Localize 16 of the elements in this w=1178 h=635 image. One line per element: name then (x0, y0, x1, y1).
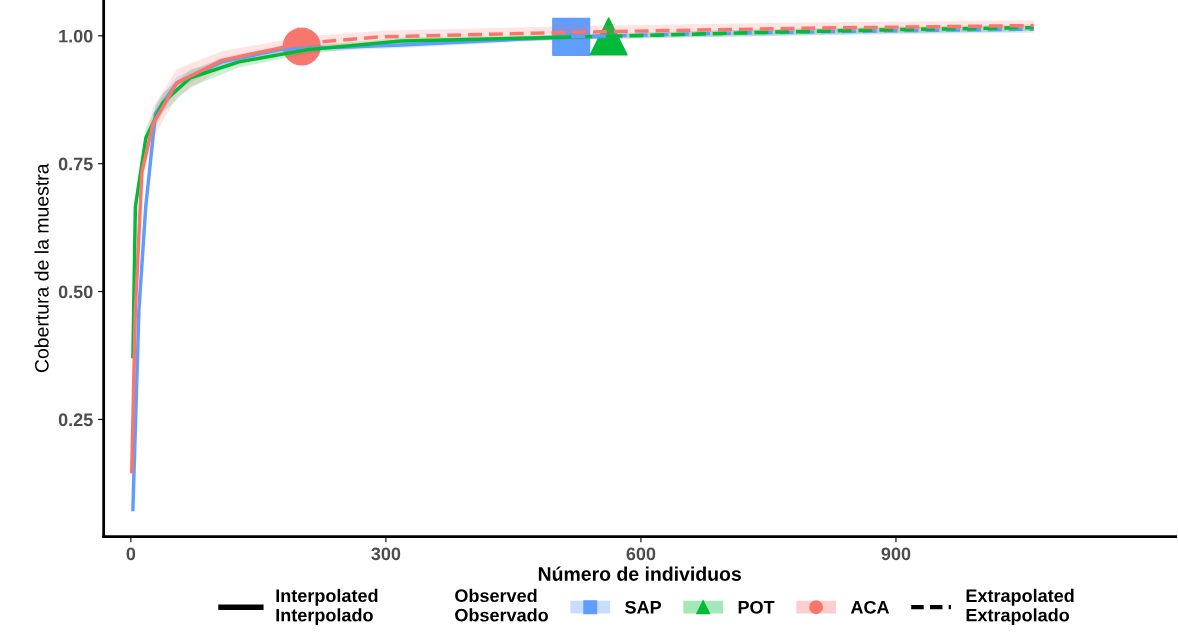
x-tick-label: 900 (881, 547, 911, 561)
x-tick-label: 300 (371, 547, 401, 561)
x-tick-label: 600 (626, 547, 656, 561)
text: Extrapolated Extrapolado (966, 588, 1074, 626)
y-axis-title: Cobertura de la muestra (34, 163, 49, 373)
text: Interpolated Interpolado (276, 588, 378, 626)
legend-label: ACA (850, 600, 890, 614)
y-tick-label: 0.50 (58, 285, 93, 299)
legend-title: Observed Observado (455, 588, 548, 622)
legend-label: POT (738, 600, 775, 614)
y-tick-label: 0.25 (58, 413, 93, 427)
y-tick-label: 0.75 (58, 157, 93, 171)
x-axis-title: Número de individuos (538, 566, 741, 581)
x-tick-label: 0 (126, 547, 136, 561)
y-tick-label: 1.00 (59, 29, 93, 43)
legend-label: SAP (625, 600, 662, 614)
